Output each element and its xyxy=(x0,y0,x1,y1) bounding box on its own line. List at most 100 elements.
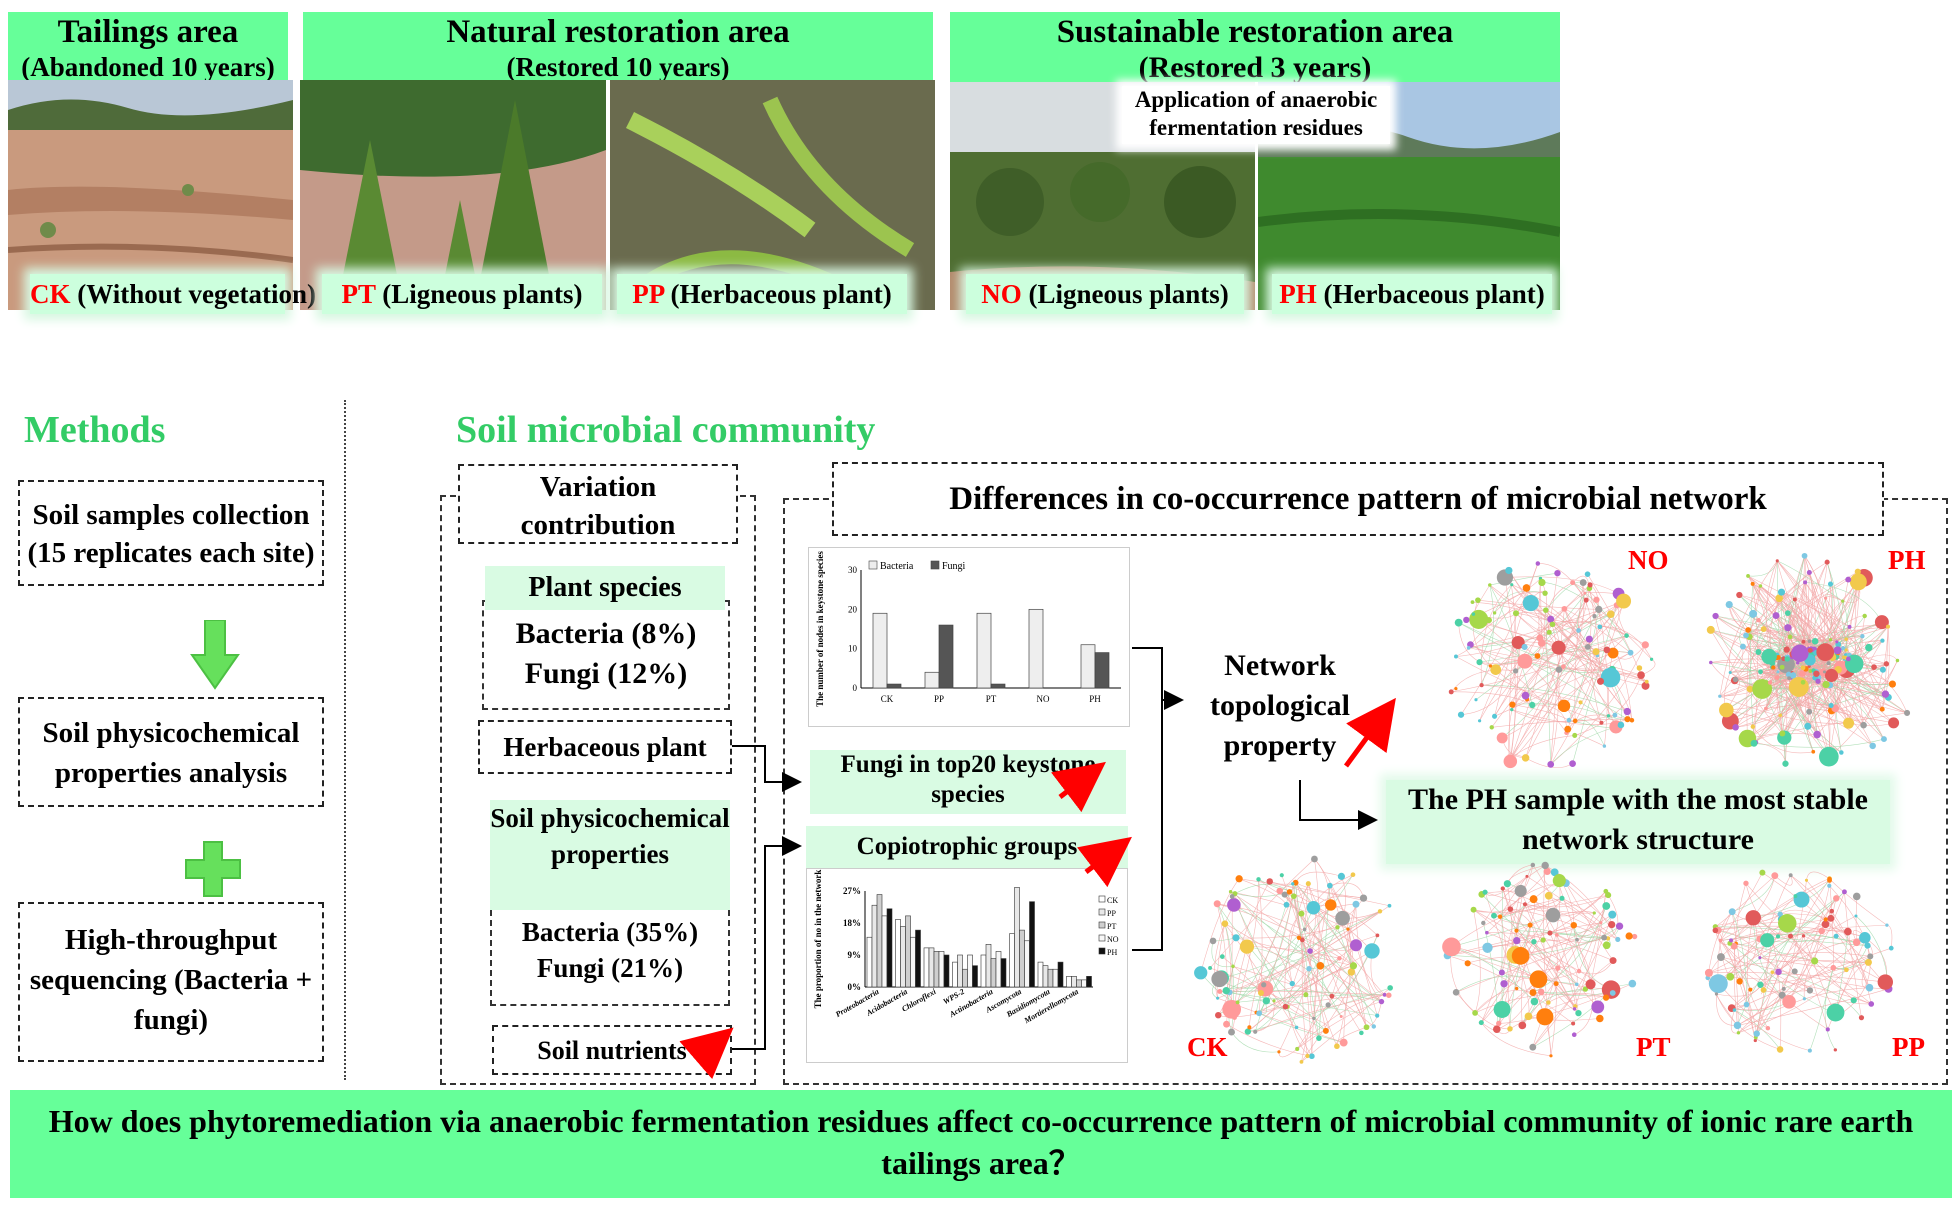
network-node xyxy=(1806,708,1813,715)
soil-physico-label: Soil physicochemical properties xyxy=(490,800,730,910)
network-label-ph: PH xyxy=(1888,545,1926,575)
x-tick-label: CK xyxy=(881,694,894,704)
network-node xyxy=(1843,927,1852,936)
network-edge xyxy=(1550,934,1558,1056)
network-node xyxy=(1308,1053,1315,1060)
network-node xyxy=(1488,583,1492,587)
network-node xyxy=(1375,933,1380,938)
network-node xyxy=(1776,1046,1784,1053)
community-title: Soil microbial community xyxy=(456,409,876,451)
network-edge xyxy=(1507,864,1533,884)
network-edge xyxy=(1473,909,1481,1014)
network-node xyxy=(1584,571,1591,577)
network-node xyxy=(1888,945,1894,951)
network-edge xyxy=(1826,562,1849,659)
network-node xyxy=(1281,891,1288,898)
network-edge xyxy=(1793,675,1849,724)
network-node xyxy=(1839,750,1844,755)
network-node xyxy=(1512,610,1520,617)
network-node xyxy=(1777,588,1786,596)
network-node xyxy=(1860,721,1867,729)
network-node xyxy=(1807,647,1813,653)
network-node xyxy=(1729,938,1734,943)
network-node xyxy=(1760,987,1767,993)
network-node xyxy=(1522,902,1528,907)
network-node xyxy=(1511,947,1530,965)
network-node xyxy=(1600,667,1621,688)
network-node xyxy=(1624,716,1631,723)
network-edge xyxy=(1734,1009,1781,1050)
network-edge xyxy=(1886,924,1893,949)
network-edge xyxy=(1749,582,1806,637)
network-node xyxy=(1335,910,1350,926)
plant-species-label: Plant species xyxy=(485,566,725,610)
fungi-keystone-label: Fungi in top20 keystone species xyxy=(810,750,1126,814)
network-node xyxy=(1500,980,1508,988)
network-node xyxy=(1845,576,1852,583)
network-edge xyxy=(1295,882,1354,966)
network-node xyxy=(1750,739,1758,747)
network-node xyxy=(1302,927,1307,932)
network-node xyxy=(1597,624,1603,630)
network-node xyxy=(1541,861,1549,870)
network-edge xyxy=(1737,988,1889,1026)
legend-label: PP xyxy=(1107,909,1116,918)
network-edge xyxy=(1572,582,1631,653)
network-edge xyxy=(1760,956,1871,986)
network-node xyxy=(1704,968,1713,977)
network-node xyxy=(1378,998,1385,1005)
network-node xyxy=(1334,1043,1340,1050)
network-edge xyxy=(1746,585,1761,739)
network-node xyxy=(1553,981,1559,987)
network-node xyxy=(1337,956,1342,961)
network-edge xyxy=(1752,726,1814,754)
network-node xyxy=(1755,649,1762,656)
network-node xyxy=(1752,678,1773,699)
network-edge xyxy=(1598,609,1652,660)
network-node xyxy=(1536,1008,1554,1026)
network-node xyxy=(1602,902,1611,910)
network-node xyxy=(1217,988,1223,994)
network-edge xyxy=(1229,992,1327,1032)
network-node xyxy=(1716,953,1725,962)
network-node xyxy=(1602,744,1607,748)
network-node xyxy=(1791,968,1798,975)
stable-network-label: The PH sample with the most stable netwo… xyxy=(1386,780,1890,864)
network-node xyxy=(1874,615,1889,630)
bar-fungi-ck xyxy=(886,683,902,689)
network-node xyxy=(1571,1021,1576,1026)
network-node xyxy=(1745,627,1751,633)
network-edge xyxy=(1563,635,1627,707)
caption-no: NO (Ligneous plants) xyxy=(966,274,1244,314)
network-node xyxy=(1253,1029,1258,1034)
network-node xyxy=(1778,713,1783,718)
network-node xyxy=(1261,982,1267,988)
network-edge xyxy=(1483,922,1498,1030)
network-edge xyxy=(1481,684,1628,712)
sustainable-subtitle: (Restored 3 years) xyxy=(1138,51,1372,84)
network-node xyxy=(1609,990,1616,996)
network-node xyxy=(1709,660,1713,665)
network-node xyxy=(1602,994,1610,1001)
network-edge xyxy=(1715,615,1816,642)
network-edge xyxy=(1539,637,1616,716)
network-edge xyxy=(1287,904,1331,1007)
network-node xyxy=(1791,644,1809,662)
network-node xyxy=(1854,914,1858,918)
network-edge xyxy=(1510,908,1579,1014)
network-node xyxy=(1498,969,1505,976)
network-node xyxy=(1627,649,1634,656)
network-edge xyxy=(1481,584,1494,686)
network-edge xyxy=(1532,914,1613,1048)
x-tick-label: NO xyxy=(1037,694,1050,704)
network-node xyxy=(1824,668,1839,683)
network-edge xyxy=(1515,612,1579,631)
network-edge xyxy=(1526,876,1618,940)
network-edge xyxy=(1763,935,1804,991)
network-edge xyxy=(1209,858,1315,969)
network-node xyxy=(1457,711,1465,718)
network-node xyxy=(1649,657,1654,661)
network-node xyxy=(1819,746,1839,767)
network-node xyxy=(1864,942,1871,949)
network-node xyxy=(1472,1010,1478,1016)
